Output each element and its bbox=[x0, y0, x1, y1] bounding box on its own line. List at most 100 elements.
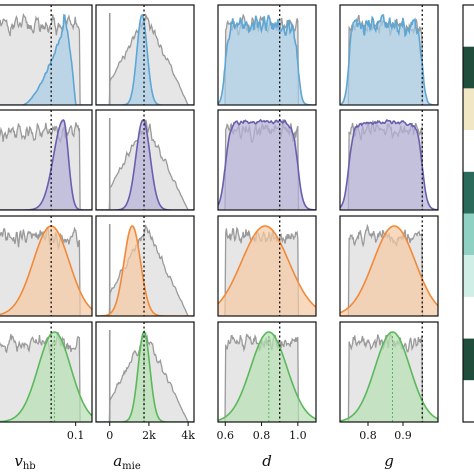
posterior-line bbox=[218, 118, 316, 210]
tick-label: 0.9 bbox=[394, 429, 412, 442]
panel-frame bbox=[0, 4, 93, 106]
posterior-area bbox=[96, 15, 194, 105]
legend-swatch bbox=[463, 380, 474, 422]
posterior-line bbox=[218, 225, 316, 308]
panel-r2-c1 bbox=[95, 215, 195, 317]
posterior-area bbox=[96, 120, 194, 210]
panel-r1-c0 bbox=[0, 109, 93, 211]
prior-line bbox=[0, 331, 92, 422]
panel-frame bbox=[217, 321, 317, 423]
posterior-area bbox=[0, 226, 92, 316]
posterior-line bbox=[340, 225, 438, 314]
tick-label: 2k bbox=[142, 429, 156, 442]
posterior-area bbox=[0, 15, 92, 105]
tick-label: 0.6 bbox=[217, 429, 235, 442]
tick-label: 0.8 bbox=[253, 429, 271, 442]
x-axis-label: amie bbox=[113, 452, 141, 472]
x-axis-label: g bbox=[384, 452, 394, 470]
posterior-area bbox=[96, 226, 194, 316]
panel-frame bbox=[217, 109, 317, 211]
panel-r3-c2 bbox=[217, 321, 317, 423]
tick-label: 1.0 bbox=[289, 429, 307, 442]
legend-swatch bbox=[463, 88, 474, 131]
panel-r1-c1 bbox=[95, 109, 195, 211]
panel-frame bbox=[0, 321, 93, 423]
panel-frame bbox=[95, 109, 195, 211]
prior-line bbox=[96, 223, 194, 316]
x-axis-label: d bbox=[262, 452, 272, 470]
prior-line bbox=[96, 12, 194, 105]
posterior-line bbox=[96, 119, 194, 210]
posterior-area bbox=[218, 332, 316, 422]
panel-r2-c0 bbox=[0, 215, 93, 317]
posterior-line bbox=[0, 225, 92, 316]
panel-frame bbox=[217, 4, 317, 106]
panel-r2-c3 bbox=[339, 215, 439, 317]
posterior-area bbox=[0, 332, 92, 422]
posterior-line bbox=[0, 119, 92, 210]
panel-frame bbox=[95, 4, 195, 106]
panel-frame bbox=[339, 215, 439, 317]
posterior-line bbox=[0, 331, 92, 422]
panel-r0-c3 bbox=[339, 4, 439, 106]
posterior-line bbox=[96, 331, 194, 422]
posterior-area bbox=[218, 226, 316, 316]
posterior-area bbox=[96, 332, 194, 422]
panel-r2-c2 bbox=[217, 215, 317, 317]
panel-r3-c1 bbox=[95, 321, 195, 423]
x-axis-label-sub: mie bbox=[122, 461, 141, 472]
posterior-line bbox=[218, 331, 316, 421]
panel-frame bbox=[217, 215, 317, 317]
prior-line bbox=[0, 12, 92, 105]
prior-line bbox=[0, 122, 92, 210]
legend-swatch bbox=[463, 5, 474, 47]
panel-frame bbox=[0, 215, 93, 317]
legend-frame bbox=[462, 4, 474, 423]
panel-frame bbox=[339, 4, 439, 106]
posterior-area bbox=[340, 226, 438, 316]
posterior-area bbox=[218, 15, 316, 105]
legend-swatch bbox=[463, 213, 474, 256]
legend-swatch bbox=[463, 46, 474, 89]
posterior-area bbox=[340, 15, 438, 105]
legend-swatch bbox=[463, 338, 474, 381]
tick-label: 4k bbox=[181, 429, 195, 442]
legend-swatch bbox=[463, 171, 474, 214]
panel-r0-c2 bbox=[217, 4, 317, 106]
panel-r1-c2 bbox=[217, 109, 317, 211]
x-axis-label-main: a bbox=[113, 452, 122, 470]
posterior-line bbox=[0, 13, 92, 105]
legend-swatch bbox=[463, 296, 474, 339]
panel-frame bbox=[95, 321, 195, 423]
x-axis-label: vhb bbox=[14, 452, 35, 472]
legend-swatch bbox=[463, 130, 474, 172]
panel-grid bbox=[0, 4, 439, 423]
posterior-area bbox=[0, 120, 92, 210]
panel-r0-c1 bbox=[95, 4, 195, 106]
legend-swatch bbox=[463, 255, 474, 297]
panel-frame bbox=[95, 215, 195, 317]
posterior-line bbox=[218, 14, 316, 105]
posterior-line bbox=[96, 225, 194, 316]
panel-frame bbox=[339, 321, 439, 423]
posterior-area bbox=[340, 332, 438, 422]
panel-r0-c0 bbox=[0, 4, 93, 106]
panel-r3-c3 bbox=[339, 321, 439, 423]
tick-label: 0.1 bbox=[67, 429, 85, 442]
x-axis-label-main: v bbox=[14, 452, 23, 470]
x-axis-labels: vhb amie d g bbox=[14, 452, 393, 472]
x-axis-label-sub: hb bbox=[23, 461, 36, 472]
x-axis-label-main: d bbox=[262, 452, 272, 470]
panel-frame bbox=[339, 109, 439, 211]
posterior-area bbox=[218, 120, 316, 210]
panel-r1-c3 bbox=[339, 109, 439, 211]
posterior-area bbox=[340, 120, 438, 210]
panel-frame bbox=[0, 109, 93, 211]
legend-strip bbox=[462, 4, 474, 423]
x-axis-label-main: g bbox=[384, 452, 394, 470]
panel-r3-c0 bbox=[0, 321, 93, 423]
prior-line bbox=[0, 226, 92, 316]
tick-label: 0.8 bbox=[359, 429, 377, 442]
